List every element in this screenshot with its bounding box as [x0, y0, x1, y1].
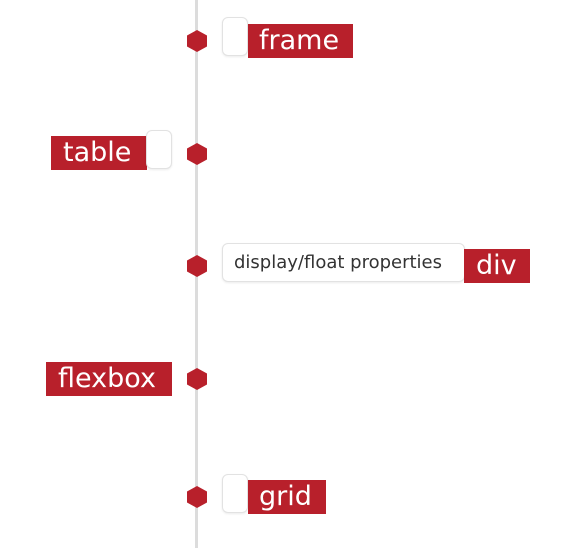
timeline-tag-frame: frame	[248, 24, 353, 58]
timeline-node-table	[187, 143, 207, 165]
timeline-card-table	[146, 130, 172, 169]
timeline-node-frame	[187, 30, 207, 52]
timeline-node-flexbox	[187, 368, 207, 390]
timeline-card-div: display/float properties	[222, 243, 465, 282]
timeline-node-div	[187, 255, 207, 277]
timeline-card-grid	[222, 474, 248, 513]
timeline-tag-grid: grid	[248, 480, 326, 514]
timeline-card-frame	[222, 17, 248, 56]
timeline-tag-div: div	[464, 249, 530, 283]
timeline-tag-table: table	[51, 136, 147, 170]
timeline-node-grid	[187, 486, 207, 508]
timeline-tag-flexbox: flexbox	[46, 362, 172, 396]
